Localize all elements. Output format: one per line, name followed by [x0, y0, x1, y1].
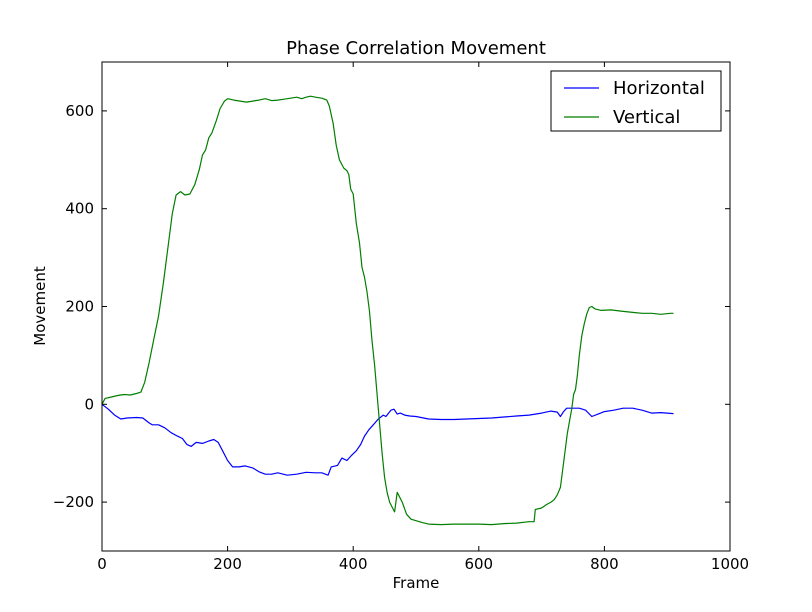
x-tick-label: 1000: [711, 555, 749, 573]
x-tick-label: 400: [339, 555, 368, 573]
y-axis-label: Movement: [31, 266, 49, 346]
legend-label-vertical: Vertical: [613, 107, 680, 128]
chart-title: Phase Correlation Movement: [286, 38, 546, 59]
y-tick-label: 400: [65, 200, 94, 218]
y-tick-label: 200: [65, 298, 94, 316]
x-tick-label: 200: [213, 555, 242, 573]
x-tick-label: 0: [97, 555, 107, 573]
x-axis-label: Frame: [393, 574, 440, 592]
plot-area: 0 200 400 600 800 1000 −200 0 200 400 600: [53, 61, 749, 573]
legend-box: [550, 70, 722, 132]
legend: Horizontal Vertical: [550, 70, 722, 132]
series-line-vertical: [101, 95, 674, 526]
series-line-horizontal: [101, 403, 674, 476]
x-tick-label: 800: [590, 555, 619, 573]
x-tick-label: 600: [464, 555, 493, 573]
y-tick-label: 600: [65, 102, 94, 120]
y-tick-label: −200: [53, 493, 94, 511]
legend-label-horizontal: Horizontal: [613, 78, 705, 99]
y-tick-label: 0: [84, 395, 94, 413]
